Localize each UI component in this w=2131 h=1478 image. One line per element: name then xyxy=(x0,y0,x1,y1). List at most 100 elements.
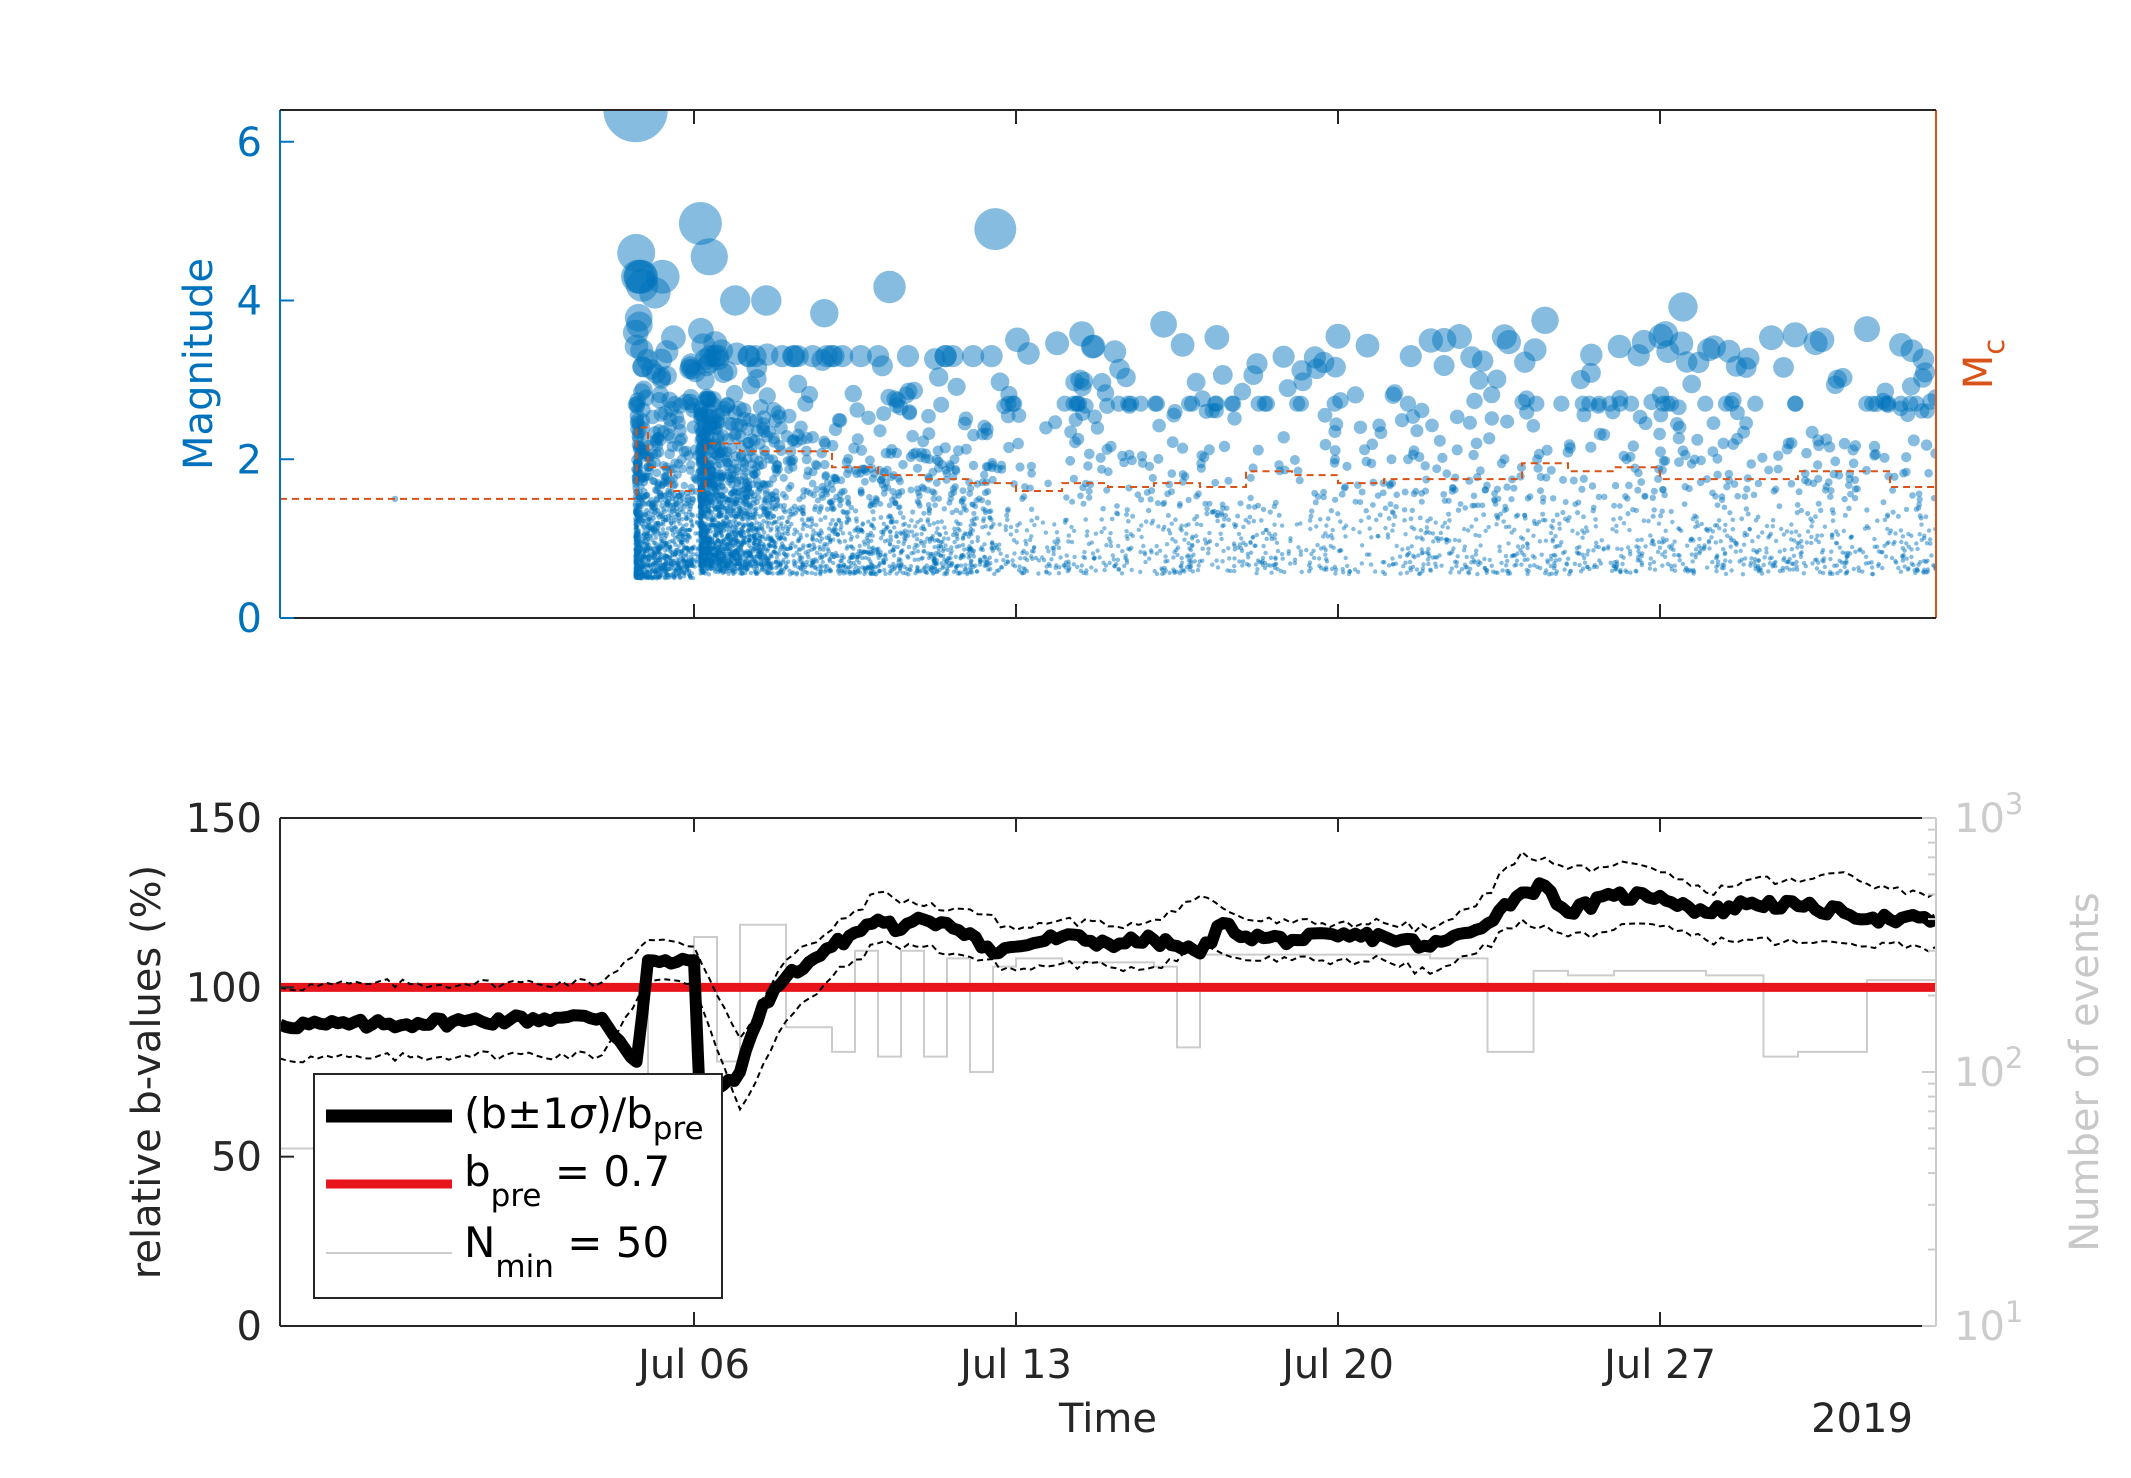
magnitude-point xyxy=(712,497,719,505)
magnitude-point xyxy=(1883,554,1889,559)
magnitude-point xyxy=(790,511,796,517)
magnitude-point xyxy=(686,572,692,577)
magnitude-point xyxy=(648,572,653,577)
magnitude-point xyxy=(1141,543,1146,549)
magnitude-point xyxy=(634,380,653,399)
magnitude-point xyxy=(728,508,735,514)
magnitude-point xyxy=(637,517,642,522)
magnitude-point xyxy=(752,559,757,564)
magnitude-point xyxy=(851,560,856,566)
magnitude-point xyxy=(936,543,941,549)
magnitude-point xyxy=(688,563,694,568)
magnitude-point xyxy=(1489,563,1495,568)
magnitude-point xyxy=(646,520,651,525)
magnitude-point xyxy=(748,553,754,558)
magnitude-point xyxy=(699,523,704,529)
magnitude-point xyxy=(653,496,661,503)
magnitude-point xyxy=(655,528,660,534)
magnitude-point xyxy=(724,563,729,569)
magnitude-point xyxy=(902,521,908,526)
magnitude-point xyxy=(758,555,763,560)
magnitude-point xyxy=(829,502,835,509)
magnitude-point xyxy=(744,494,751,502)
magnitude-point xyxy=(633,568,639,574)
magnitude-point xyxy=(719,541,724,546)
magnitude-point xyxy=(655,575,661,580)
magnitude-point xyxy=(1793,529,1799,534)
magnitude-point xyxy=(697,428,711,441)
magnitude-point xyxy=(638,536,643,541)
magnitude-point xyxy=(915,564,920,570)
magnitude-point xyxy=(671,520,677,525)
magnitude-point xyxy=(1239,536,1244,541)
magnitude-point xyxy=(645,543,650,549)
magnitude-point xyxy=(1077,492,1084,500)
magnitude-point xyxy=(745,534,751,540)
magnitude-point xyxy=(1750,539,1755,544)
magnitude-point xyxy=(635,563,640,568)
magnitude-point xyxy=(700,549,706,554)
magnitude-point xyxy=(1056,539,1061,544)
magnitude-point xyxy=(637,572,643,578)
magnitude-point xyxy=(1685,543,1690,548)
magnitude-point xyxy=(1043,530,1049,535)
magnitude-point xyxy=(981,518,986,524)
magnitude-point xyxy=(640,553,645,558)
magnitude-point xyxy=(638,545,643,550)
magnitude-point xyxy=(722,451,733,462)
magnitude-point xyxy=(661,543,666,548)
magnitude-point xyxy=(685,500,692,506)
magnitude-point xyxy=(1557,526,1562,531)
magnitude-point xyxy=(655,548,660,553)
magnitude-point xyxy=(997,542,1002,547)
magnitude-point xyxy=(1893,531,1898,536)
magnitude-point xyxy=(679,508,686,514)
magnitude-point xyxy=(721,521,726,526)
magnitude-point xyxy=(740,516,746,522)
magnitude-point xyxy=(1426,561,1431,567)
magnitude-point xyxy=(1770,517,1776,523)
magnitude-point xyxy=(664,448,675,460)
magnitude-point xyxy=(719,532,725,538)
magnitude-point xyxy=(892,525,897,530)
magnitude-point xyxy=(636,533,641,539)
magnitude-point xyxy=(932,544,937,550)
magnitude-point xyxy=(856,529,861,535)
magnitude-point xyxy=(685,362,706,383)
magnitude-point xyxy=(941,536,947,541)
magnitude-point xyxy=(979,545,984,550)
magnitude-point xyxy=(654,434,667,447)
magnitude-point xyxy=(1723,571,1729,577)
magnitude-point xyxy=(1166,436,1179,448)
magnitude-point xyxy=(906,523,912,529)
magnitude-point xyxy=(1418,528,1424,533)
magnitude-point xyxy=(1243,517,1249,523)
magnitude-point xyxy=(654,551,660,556)
magnitude-point xyxy=(673,530,678,535)
magnitude-point xyxy=(1920,439,1933,451)
magnitude-point xyxy=(690,523,695,529)
magnitude-point xyxy=(685,539,690,544)
magnitude-point xyxy=(650,527,655,533)
magnitude-point xyxy=(1655,549,1661,555)
magnitude-point xyxy=(633,542,638,547)
magnitude-point xyxy=(881,521,886,526)
magnitude-point xyxy=(708,514,714,520)
magnitude-point xyxy=(660,472,669,481)
magnitude-point xyxy=(645,569,650,574)
magnitude-point xyxy=(767,537,773,542)
magnitude-point xyxy=(1773,450,1784,461)
magnitude-point xyxy=(652,509,658,516)
magnitude-point xyxy=(686,532,691,538)
magnitude-point xyxy=(636,514,642,519)
magnitude-point xyxy=(666,507,673,513)
magnitude-point xyxy=(747,526,752,531)
magnitude-point xyxy=(1621,521,1627,526)
magnitude-point xyxy=(1116,543,1121,549)
magnitude-point xyxy=(650,525,656,530)
magnitude-point xyxy=(1741,493,1749,500)
magnitude-point xyxy=(636,528,641,533)
magnitude-point xyxy=(1425,557,1431,562)
magnitude-point xyxy=(913,524,918,529)
magnitude-point xyxy=(1186,541,1191,546)
